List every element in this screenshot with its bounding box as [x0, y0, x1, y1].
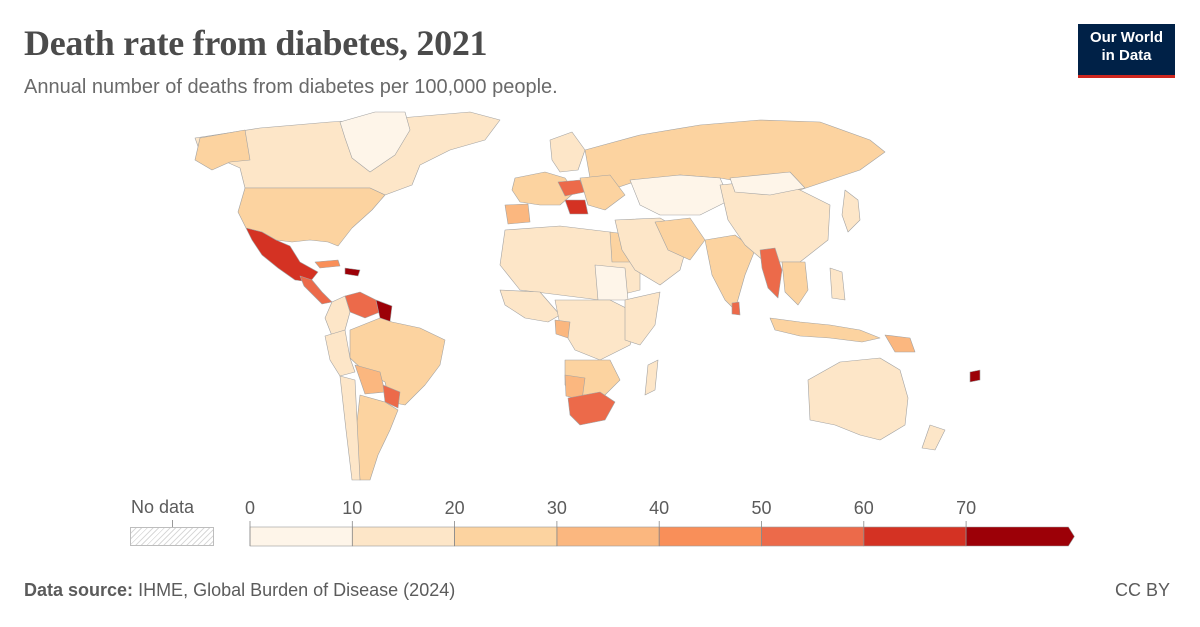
logo-line-2: in Data: [1101, 47, 1152, 64]
country-australia[interactable]: [807, 357, 909, 441]
chart-title: Death rate from diabetes, 2021: [24, 23, 488, 63]
country-peru[interactable]: [324, 329, 356, 377]
legend-bin-20-30[interactable]: [454, 526, 558, 547]
country-papua-new-guinea[interactable]: [884, 334, 916, 353]
legend-nodata-tick: [172, 520, 173, 527]
logo-line-1: Our World: [1089, 29, 1164, 46]
country-new-zealand[interactable]: [921, 424, 946, 451]
legend-bin-30-40[interactable]: [556, 526, 660, 547]
legend-bin-40-50[interactable]: [658, 526, 762, 547]
country-central-america[interactable]: [299, 275, 333, 305]
legend-nodata-swatch[interactable]: [130, 527, 214, 546]
country-caribbean[interactable]: [344, 267, 361, 277]
country-eastern-europe[interactable]: [579, 174, 626, 211]
country-philippines[interactable]: [829, 267, 846, 301]
country-paraguay[interactable]: [382, 384, 401, 409]
country-cuba[interactable]: [314, 259, 341, 269]
legend-tick-label: 30: [547, 498, 567, 518]
legend-tick-label: 60: [854, 498, 874, 518]
legend-tick-label: 50: [751, 498, 771, 518]
country-central-asia[interactable]: [629, 174, 731, 216]
country-balkans[interactable]: [564, 199, 589, 215]
country-mongolia[interactable]: [729, 171, 806, 196]
legend-bin-10-20[interactable]: [351, 526, 455, 547]
country-japan[interactable]: [841, 189, 861, 233]
country-madagascar[interactable]: [644, 359, 659, 396]
legend-tick-label: 70: [956, 498, 976, 518]
country-myanmar[interactable]: [759, 247, 783, 299]
source-label: Data source:: [24, 580, 134, 600]
country-indonesia[interactable]: [769, 317, 881, 343]
legend-nodata-label: No data: [131, 497, 195, 517]
country-south-africa[interactable]: [567, 391, 616, 426]
country-alaska[interactable]: [194, 129, 251, 171]
country-gabon[interactable]: [554, 319, 571, 339]
country-mexico[interactable]: [245, 227, 319, 283]
owid-logo[interactable]: Our World in Data: [1078, 24, 1175, 78]
country-india[interactable]: [704, 234, 756, 311]
source-text[interactable]: IHME, Global Burden of Disease (2024): [138, 580, 456, 600]
country-russia[interactable]: [584, 119, 886, 191]
legend-tick-label: 0: [245, 498, 255, 518]
legend-bin-60-70[interactable]: [863, 526, 967, 547]
country-iran[interactable]: [654, 217, 706, 261]
country-southeast-asia[interactable]: [781, 261, 809, 306]
footer-license[interactable]: CC BY: [1114, 580, 1170, 600]
country-scandinavia[interactable]: [549, 131, 586, 173]
legend-bin-70-plus[interactable]: [965, 526, 1075, 547]
country-greenland[interactable]: [339, 111, 411, 173]
legend-tick-label: 20: [445, 498, 465, 518]
country-chile[interactable]: [339, 375, 361, 481]
country-east-africa[interactable]: [624, 291, 661, 346]
footer-source: Data source: IHME, Global Burden of Dise…: [24, 580, 455, 601]
country-sri-lanka[interactable]: [731, 301, 741, 316]
chart-subtitle: Annual number of deaths from diabetes pe…: [24, 76, 558, 98]
legend-bin-50-60[interactable]: [761, 526, 865, 547]
country-iberia[interactable]: [504, 203, 531, 225]
legend-bin-0-10[interactable]: [249, 526, 353, 547]
legend-tick-label: 10: [342, 498, 362, 518]
country-western-europe[interactable]: [511, 171, 576, 206]
legend-tick-label: 40: [649, 498, 669, 518]
country-west-africa[interactable]: [499, 289, 561, 323]
country-pacific-islands[interactable]: [969, 369, 981, 383]
